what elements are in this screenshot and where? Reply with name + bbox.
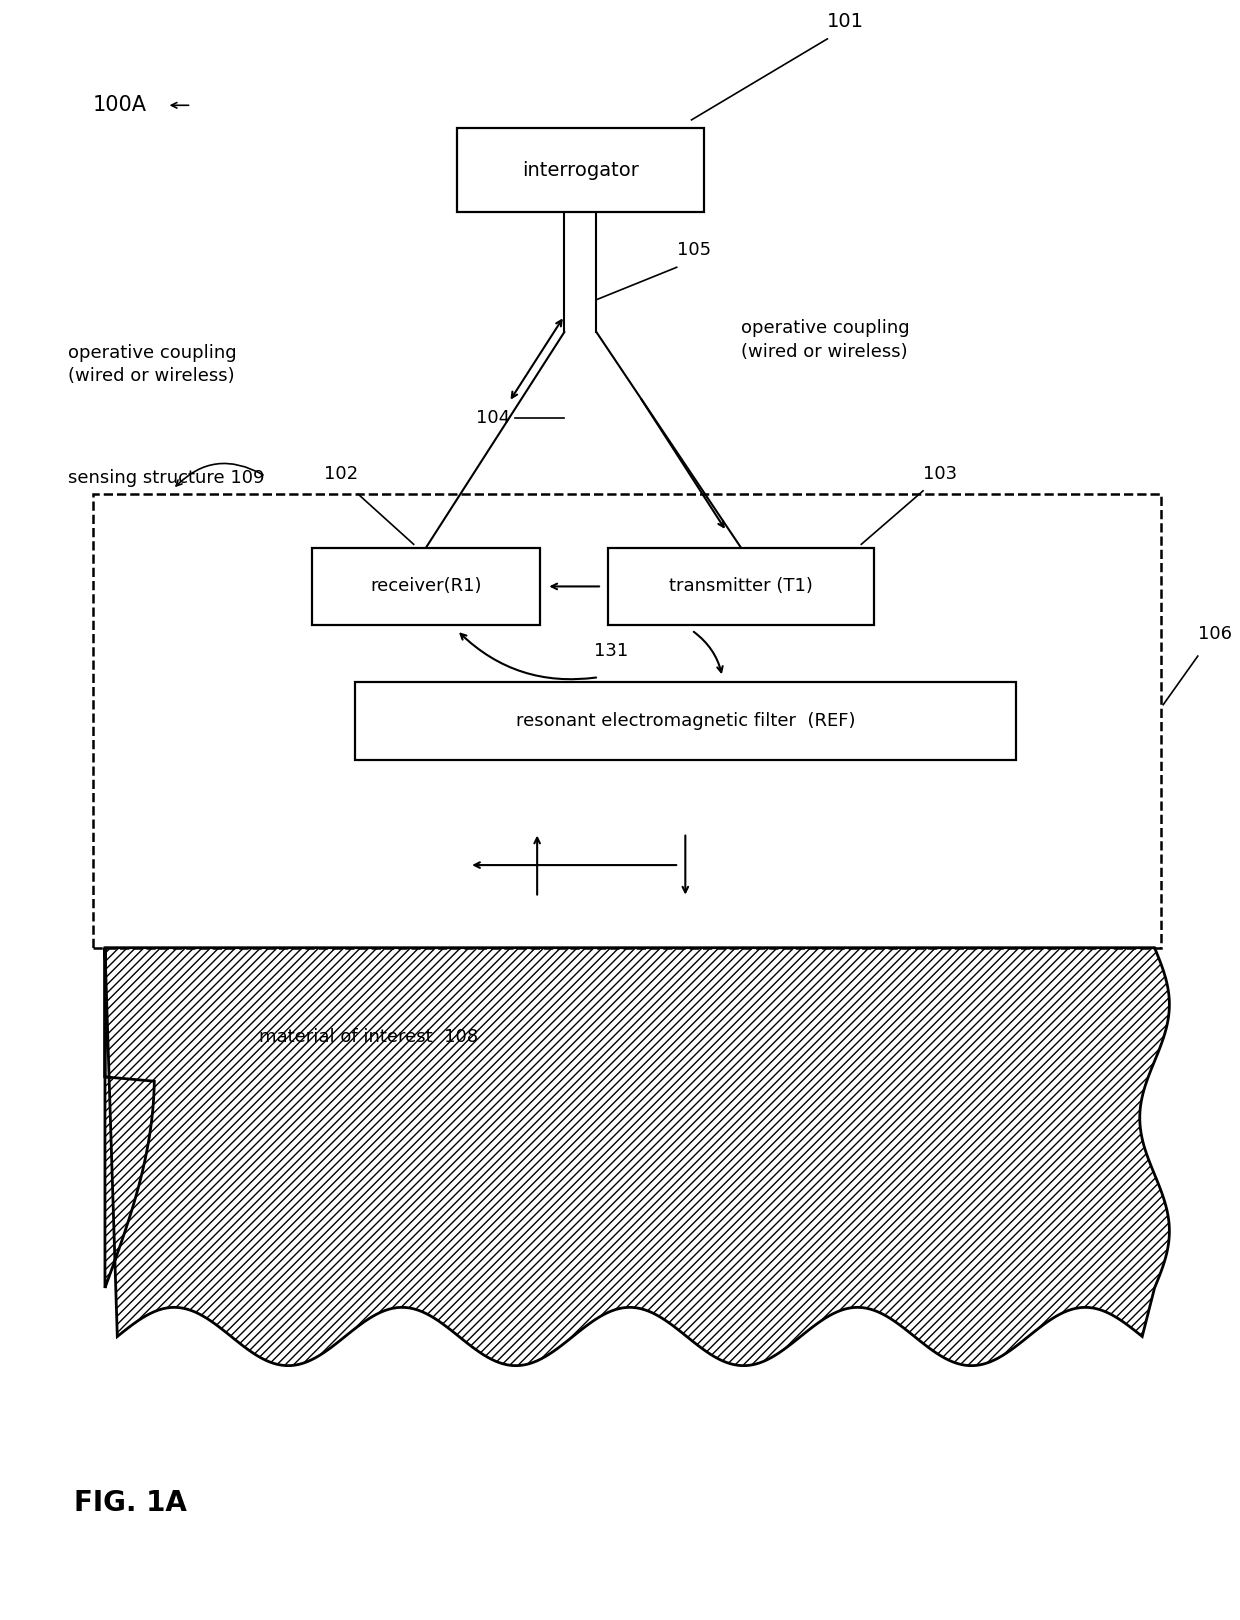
Text: FIG. 1A: FIG. 1A <box>74 1489 187 1518</box>
Bar <box>311 548 541 625</box>
Bar <box>355 682 1016 760</box>
Bar <box>456 128 704 212</box>
Text: 101: 101 <box>827 11 864 31</box>
Bar <box>608 548 874 625</box>
Text: 106: 106 <box>1198 625 1231 643</box>
Text: operative coupling
(wired or wireless): operative coupling (wired or wireless) <box>68 343 237 386</box>
Text: 103: 103 <box>923 465 957 483</box>
Text: material of interest  108: material of interest 108 <box>259 1027 479 1047</box>
Text: resonant electromagnetic filter  (REF): resonant electromagnetic filter (REF) <box>516 711 856 731</box>
Text: interrogator: interrogator <box>522 160 639 180</box>
Text: 131: 131 <box>594 642 629 661</box>
Text: 104: 104 <box>476 408 510 428</box>
Text: operative coupling
(wired or wireless): operative coupling (wired or wireless) <box>740 319 909 361</box>
Text: receiver(R1): receiver(R1) <box>371 577 482 596</box>
Text: sensing structure 109: sensing structure 109 <box>68 468 264 488</box>
Text: 105: 105 <box>677 241 711 259</box>
Polygon shape <box>105 948 1169 1366</box>
Text: 100A: 100A <box>93 96 146 115</box>
Bar <box>93 494 1161 948</box>
Text: 102: 102 <box>324 465 358 483</box>
Text: transmitter (T1): transmitter (T1) <box>668 577 813 596</box>
